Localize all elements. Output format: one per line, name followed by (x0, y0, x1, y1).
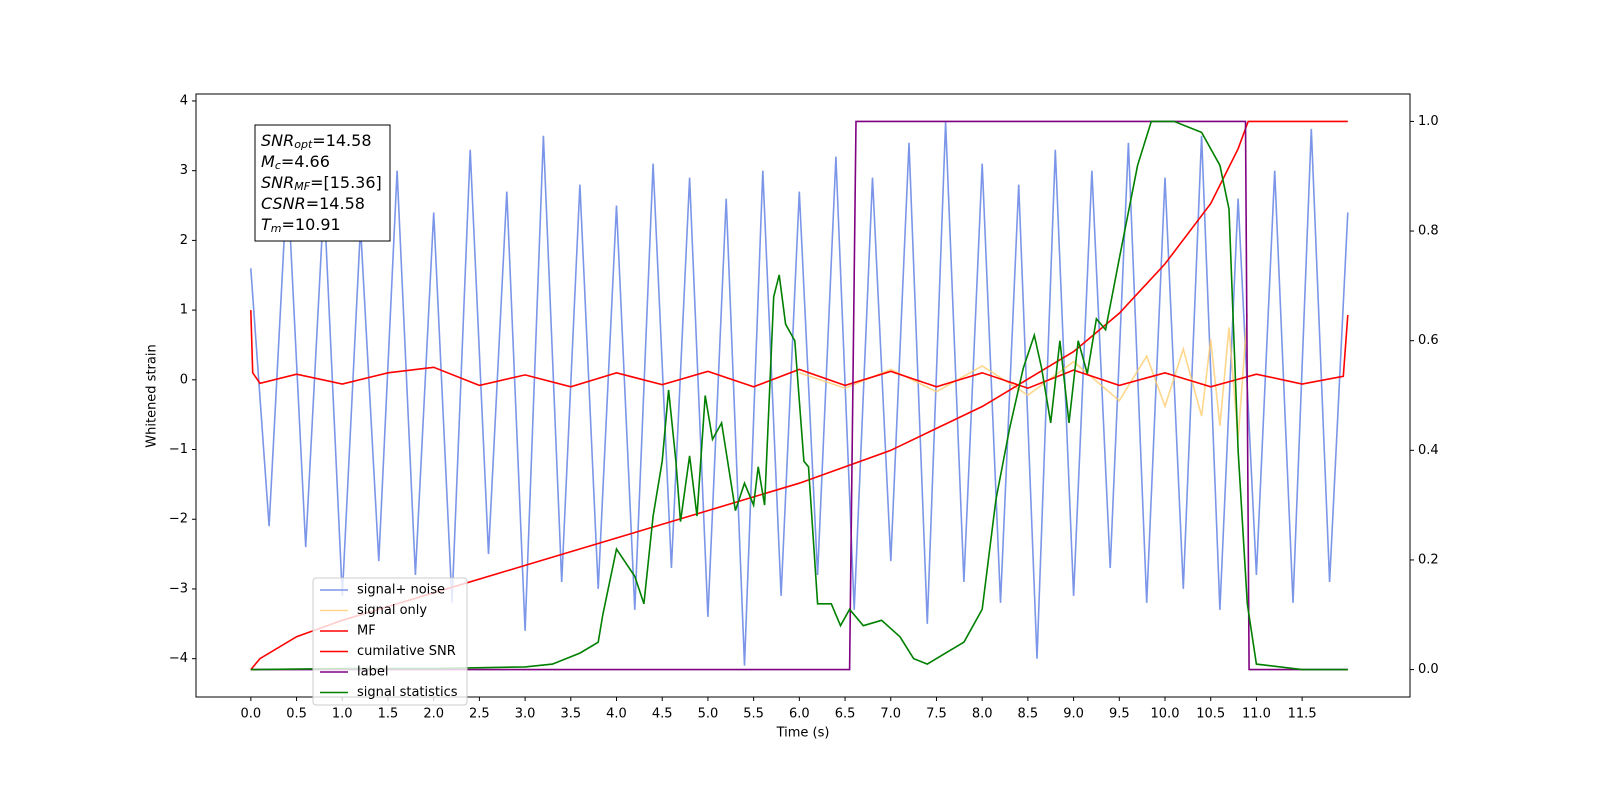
plot-frame (195, 93, 1411, 698)
annotation-main: T (261, 215, 272, 234)
x-tick-label: 10.5 (1196, 707, 1225, 722)
x-tick-label: 2.0 (423, 707, 444, 722)
y2-tick-label: 1.0 (1418, 114, 1439, 129)
annotation-box: SNRopt=14.58Mc=4.66SNRMF=[15.36]CSNR=14.… (254, 124, 391, 242)
annotation-main: SNR (261, 173, 294, 192)
annotation-frame (254, 124, 391, 242)
x-tick-label: 11.5 (1288, 707, 1317, 722)
y-tick-label: 0 (180, 372, 188, 387)
series-line (799, 313, 1249, 440)
y-tick-label: −2 (169, 512, 188, 527)
y-axis-label: Whitened strain (145, 344, 160, 447)
x-axis-label: Time (s) (776, 726, 830, 741)
y-tick-label: 2 (180, 233, 188, 248)
y-tick-label: 1 (180, 303, 188, 318)
annotation-main: M (261, 152, 275, 171)
annotation-main: CSNR (261, 194, 306, 213)
x-tick-label: 0.0 (241, 707, 262, 722)
x-tick-label: 5.5 (743, 707, 764, 722)
series-line (250, 310, 1349, 390)
annotation-value: =[15.36] (310, 173, 382, 192)
annotation-sub: m (271, 222, 282, 235)
x-tick-label: 0.5 (286, 707, 307, 722)
x-tick-label: 1.5 (378, 707, 399, 722)
x-tick-label: 2.5 (469, 707, 490, 722)
annotation-sub: c (275, 159, 281, 172)
x-tick-label: 3.0 (515, 707, 536, 722)
annotation-line: Mc=4.66 (261, 152, 330, 173)
annotation-value: =10.91 (282, 215, 341, 234)
series-line (250, 120, 1348, 671)
x-tick-label: 4.5 (652, 707, 673, 722)
y2-tick-label: 0.6 (1418, 333, 1439, 348)
legend: signal+ noise signal only MF cumilative SNR… (312, 577, 468, 706)
y2-tick-label: 0.2 (1418, 552, 1439, 567)
y-tick-label: −4 (169, 651, 188, 666)
annotation-main: SNR (261, 131, 294, 150)
x-tick-label: 11.0 (1242, 707, 1271, 722)
x-tick-label: 9.0 (1063, 707, 1084, 722)
annotation-value: =14.58 (306, 194, 365, 213)
annotation-value: =4.66 (281, 152, 330, 171)
y-tick-label: 3 (180, 163, 188, 178)
annotation-line: SNRMF=[15.36] (261, 173, 382, 194)
x-tick-label: 8.0 (972, 707, 993, 722)
legend-label: label (357, 665, 388, 680)
y-tick-label: −3 (169, 581, 188, 596)
x-tick-label: 5.0 (698, 707, 719, 722)
x-tick-label: 6.5 (835, 707, 856, 722)
x-tick-label: 4.0 (606, 707, 627, 722)
legend-label: signal statistics (357, 685, 458, 700)
y-tick-label: −1 (169, 442, 188, 457)
annotation-sub: opt (294, 138, 313, 151)
series-line (250, 120, 1348, 671)
y2-tick-label: 0.8 (1418, 224, 1439, 239)
annotation-line: SNRopt=14.58 (261, 131, 372, 152)
x-tick-label: 9.5 (1109, 707, 1130, 722)
x-tick-label: 1.0 (332, 707, 353, 722)
y-tick-label: 4 (180, 93, 188, 108)
annotation-value: =14.58 (312, 131, 371, 150)
legend-label: cumilative SNR (357, 644, 456, 659)
y2-tick-label: 0.4 (1418, 443, 1439, 458)
x-tick-label: 10.0 (1151, 707, 1180, 722)
x-tick-label: 6.0 (789, 707, 810, 722)
annotation-sub: MF (294, 180, 310, 193)
legend-label: signal+ noise (357, 583, 445, 598)
x-tick-label: 8.5 (1018, 707, 1039, 722)
annotation-line: Tm=10.91 (261, 215, 341, 236)
legend-frame (312, 577, 468, 706)
series-line (250, 121, 1349, 666)
legend-label: MF (357, 624, 376, 639)
x-tick-label: 7.5 (926, 707, 947, 722)
x-tick-label: 7.0 (880, 707, 901, 722)
y2-tick-label: 0.0 (1418, 662, 1439, 677)
x-tick-label: 3.5 (560, 707, 581, 722)
annotation-line: CSNR=14.58 (261, 194, 365, 213)
legend-label: signal only (357, 603, 427, 618)
